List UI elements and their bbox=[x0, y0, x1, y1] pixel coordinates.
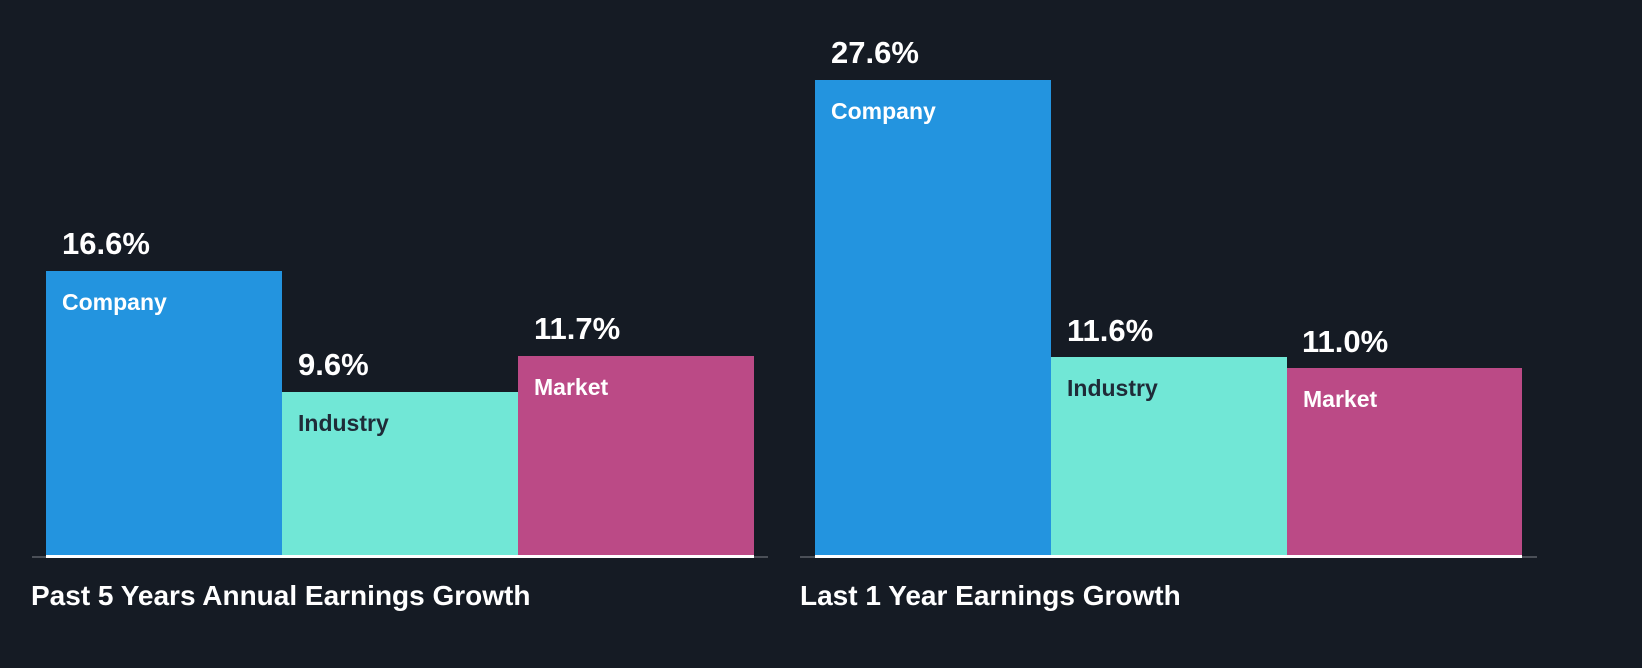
bar-label-market: Market bbox=[1303, 386, 1378, 412]
chart-past-5-years: 16.6% Company 9.6% Industry 11.7% Market… bbox=[0, 0, 800, 668]
value-label-market: 11.7% bbox=[534, 311, 621, 346]
value-label-company: 16.6% bbox=[62, 226, 150, 261]
bar-label-company: Company bbox=[62, 289, 167, 315]
bar-market: Market bbox=[518, 356, 754, 558]
bar-label-industry: Industry bbox=[298, 410, 389, 436]
chart-title: Last 1 Year Earnings Growth bbox=[800, 580, 1181, 611]
bar-company: Company bbox=[815, 80, 1051, 558]
value-label-industry: 9.6% bbox=[298, 347, 369, 382]
bar-industry: Industry bbox=[1051, 357, 1287, 558]
bar-market: Market bbox=[1287, 368, 1522, 558]
chart-title: Past 5 Years Annual Earnings Growth bbox=[31, 580, 531, 611]
bar-industry: Industry bbox=[282, 392, 518, 558]
bar-label-company: Company bbox=[831, 98, 936, 124]
bar-company: Company bbox=[46, 271, 282, 558]
value-label-industry: 11.6% bbox=[1067, 313, 1154, 348]
bar-label-market: Market bbox=[534, 374, 609, 400]
bar-label-industry: Industry bbox=[1067, 375, 1158, 401]
value-label-market: 11.0% bbox=[1302, 324, 1389, 359]
value-label-company: 27.6% bbox=[831, 35, 919, 70]
